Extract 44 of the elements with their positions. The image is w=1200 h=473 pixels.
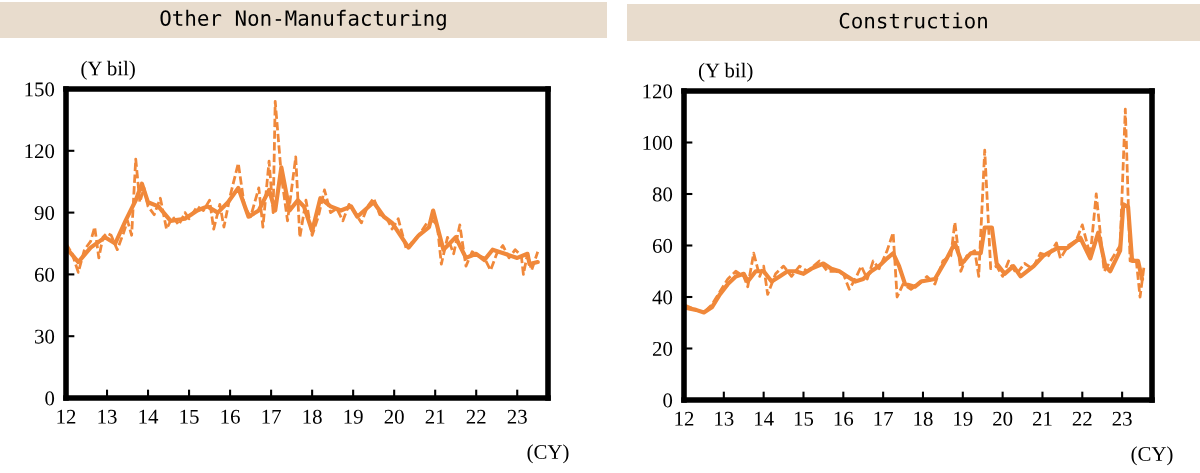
chart-title: Construction <box>839 12 987 29</box>
y-axis-title: (Y bil) <box>698 62 753 82</box>
y-tick-label: 0 <box>663 393 673 408</box>
x-tick-label: 21 <box>425 409 445 424</box>
y-tick-label: 120 <box>643 84 673 99</box>
x-tick-label: 13 <box>98 409 117 424</box>
y-tick-label: 100 <box>643 135 673 150</box>
y-tick-label: 120 <box>25 144 55 159</box>
x-tick-label: 13 <box>715 411 734 426</box>
x-tick-label: 15 <box>180 409 199 424</box>
x-tick-label: 20 <box>384 409 404 424</box>
x-tick-label: 14 <box>139 409 159 424</box>
x-tick-label: 17 <box>874 411 893 426</box>
x-tick-label: 23 <box>1112 411 1132 426</box>
chart-title: Other Non-Manufacturing <box>160 9 446 31</box>
x-tick-label: 15 <box>794 411 814 426</box>
x-tick-label: 22 <box>1072 411 1092 426</box>
y-tick-label: 0 <box>45 391 55 406</box>
y-tick-label: 60 <box>652 238 673 253</box>
y-tick-label: 30 <box>35 329 55 344</box>
x-tick-label: 18 <box>303 409 322 424</box>
y-tick-label: 150 <box>25 82 55 97</box>
x-tick-label: 21 <box>1032 411 1052 426</box>
x-tick-label: 16 <box>834 411 854 426</box>
y-tick-label: 60 <box>34 267 55 282</box>
y-tick-label: 80 <box>652 187 673 202</box>
y-axis-title: (Y bil) <box>81 60 135 80</box>
x-axis-title: (CY) <box>1131 446 1173 466</box>
y-tick-label: 90 <box>34 205 55 221</box>
y-tick-label: 40 <box>652 290 673 305</box>
x-tick-label: 18 <box>914 411 933 426</box>
line-series <box>66 99 540 276</box>
x-tick-label: 20 <box>993 411 1013 426</box>
x-tick-label: 12 <box>57 409 76 424</box>
x-tick-label: 16 <box>221 409 240 424</box>
x-tick-label: 23 <box>507 409 527 424</box>
x-tick-label: 19 <box>344 409 363 424</box>
x-tick-label: 14 <box>755 411 774 426</box>
x-tick-label: 12 <box>675 411 694 426</box>
x-axis-title: (CY) <box>527 444 569 464</box>
x-tick-label: 17 <box>262 409 281 424</box>
x-tick-label: 22 <box>466 409 486 424</box>
x-tick-label: 19 <box>954 411 973 426</box>
y-tick-label: 20 <box>652 341 673 356</box>
